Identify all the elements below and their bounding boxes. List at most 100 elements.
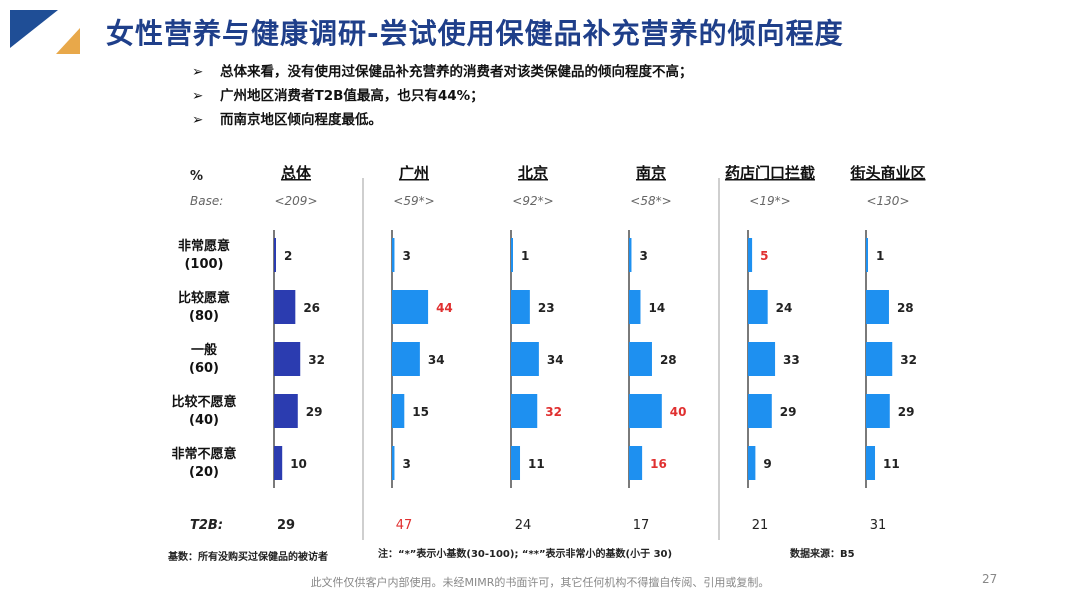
series-header: 街头商业区 [849,164,925,182]
category-label-line: (20) [189,465,219,480]
bar-value-label: 33 [783,353,800,367]
bar-value-label: 26 [303,301,320,315]
bar [748,394,772,428]
bar [392,290,429,324]
bar [866,394,890,428]
bar [392,238,395,272]
t2b-value: 24 [515,518,532,533]
category-label: 非常愿意 (100) [178,238,230,272]
bar-value-label: 23 [538,301,555,315]
bar-value-label: 16 [650,457,667,471]
bar [629,290,641,324]
bar-value-label: 24 [776,301,793,315]
t2b-value: 17 [633,518,650,533]
category-label-line: (60) [189,361,219,376]
arrow-icon: ➢ [192,64,204,80]
t2b-value: 21 [752,518,769,533]
bar [629,394,662,428]
bar-value-label: 44 [436,301,453,315]
bar [511,238,513,272]
bar-value-label: 3 [402,457,410,471]
series-header: 北京 [518,164,548,182]
category-label-line: 比较愿意 [178,290,230,306]
category-label: 比较愿意 (80) [178,290,230,324]
bar [511,342,539,376]
bar-value-label: 28 [660,353,677,367]
bar-value-label: 29 [306,405,323,419]
page-number: 27 [982,572,998,586]
footer-disclaimer: 此文件仅供客户内部使用。未经MIMR的书面许可，其它任何机构不得擅自传阅、引用或… [310,576,770,589]
bar-value-label: 32 [308,353,325,367]
base-note: 基数：所有没购买过保健品的被访者 [167,550,328,563]
series-header: 南京 [636,164,666,182]
t2b-value: 29 [277,518,295,533]
bar-value-label: 1 [521,249,529,263]
logo [10,10,82,56]
sample-note: 注：“*”表示小基数(30-100); “**”表示非常小的基数(小于 30) [378,547,672,560]
base-label: Base: [190,194,223,208]
category-label-line: 非常愿意 [178,238,230,254]
bar [274,446,283,480]
bar [748,446,756,480]
unit-label: % [190,169,203,184]
series-base: <209> [274,194,317,208]
bullet-text: 而南京地区倾向程度最低。 [220,112,382,128]
bar [629,238,632,272]
bar [866,342,893,376]
willingness-bar-chart: % Base: T2B: 非常愿意 (100) 比较愿意 (80) 一般 (60) 比较不愿意 (4… [167,164,926,563]
bar [274,290,296,324]
category-label: 非常不愿意 (20) [171,446,236,480]
category-label-line: 比较不愿意 [171,394,236,410]
bar-value-label: 32 [545,405,562,419]
bar [511,446,521,480]
bar-value-label: 29 [780,405,797,419]
bar [511,394,538,428]
bullet-text: 总体来看，没有使用过保健品补充营养的消费者对该类保健品的倾向程度不高； [220,64,693,80]
bar-value-label: 29 [898,405,915,419]
arrow-icon: ➢ [192,88,204,104]
bullet-item: ➢ 而南京地区倾向程度最低。 [192,108,693,132]
series-base: <92*> [512,194,553,208]
category-label-line: (80) [189,309,219,324]
category-label: 比较不愿意 (40) [171,394,236,428]
bar [511,290,530,324]
bar [629,446,643,480]
category-label-line: 一般 [191,342,217,358]
t2b-value: 47 [396,518,413,533]
category-label-line: (100) [184,257,223,272]
bar [866,238,868,272]
series-header: 总体 [281,164,312,182]
summary-bullets: ➢ 总体来看，没有使用过保健品补充营养的消费者对该类保健品的倾向程度不高； ➢ 广州… [192,60,693,132]
bar-value-label: 9 [763,457,771,471]
bar [748,342,776,376]
series-header: 广州 [399,164,429,182]
bar-value-label: 1 [876,249,884,263]
category-label: 一般 (60) [189,342,219,376]
bar [866,290,889,324]
bar [748,238,753,272]
bar [274,342,301,376]
bar-value-label: 11 [528,457,545,471]
series-header: 药店门口拦截 [725,164,815,182]
bar-value-label: 3 [402,249,410,263]
bar [274,238,276,272]
bar [748,290,768,324]
series-base: <19*> [749,194,790,208]
page-title: 女性营养与健康调研-尝试使用保健品补充营养的倾向程度 [106,17,844,50]
bar [274,394,298,428]
category-label-line: (40) [189,413,219,428]
bullet-item: ➢ 总体来看，没有使用过保健品补充营养的消费者对该类保健品的倾向程度不高； [192,60,693,84]
bar-value-label: 34 [547,353,564,367]
bar [629,342,652,376]
bar-value-label: 34 [428,353,445,367]
bar-value-label: 15 [412,405,429,419]
bar [392,394,405,428]
arrow-icon: ➢ [192,112,204,128]
bar [392,446,395,480]
bar-value-label: 3 [639,249,647,263]
bullet-item: ➢ 广州地区消费者T2B值最高，也只有44%； [192,84,693,108]
bullet-text: 广州地区消费者T2B值最高，也只有44%； [220,88,484,104]
bar-value-label: 28 [897,301,914,315]
source-note: 数据来源：B5 [790,547,855,560]
bar [392,342,420,376]
